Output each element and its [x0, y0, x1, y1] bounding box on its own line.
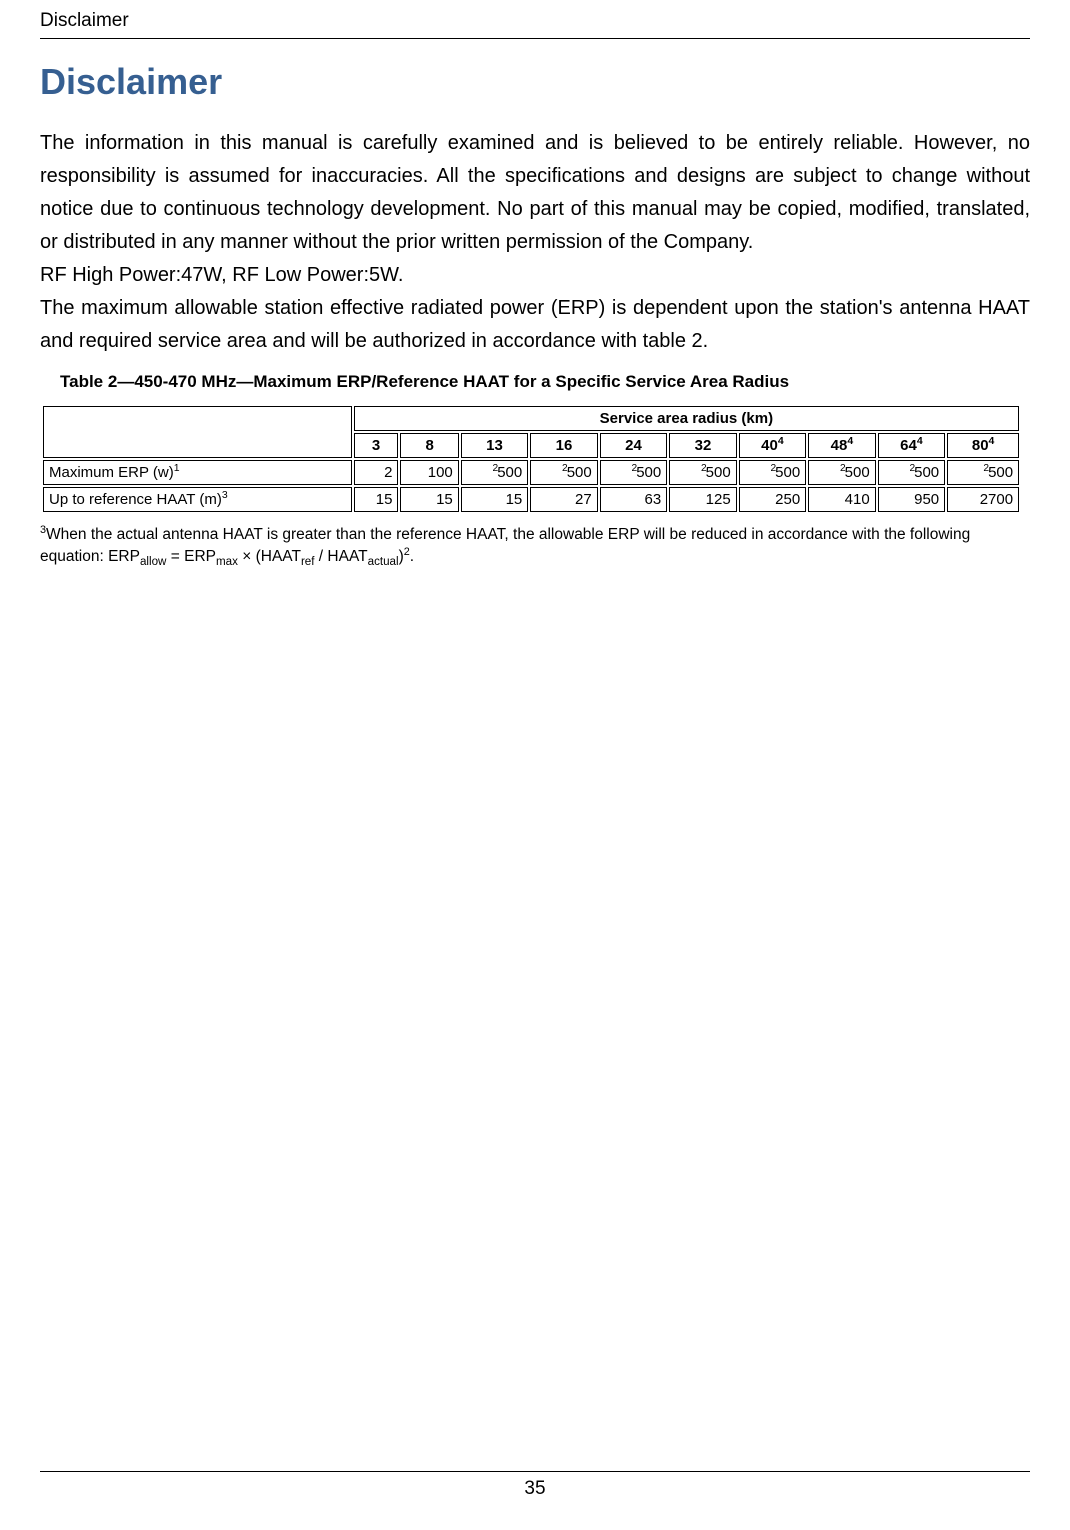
table-cell: 2 — [354, 460, 399, 485]
table-cell: 15 — [354, 487, 399, 512]
table-cell: 250 — [739, 487, 806, 512]
table-cell: 100 — [400, 460, 458, 485]
table-cell: 15 — [461, 487, 528, 512]
table-cell: 27 — [530, 487, 597, 512]
col-header: 32 — [669, 433, 736, 458]
table-cell: 125 — [669, 487, 736, 512]
col-header: 16 — [530, 433, 597, 458]
col-header: 8 — [400, 433, 458, 458]
paragraph-2: RF High Power:47W, RF Low Power:5W. — [40, 259, 1030, 292]
table-cell: 2500 — [947, 460, 1019, 485]
table-cell: 2500 — [669, 460, 736, 485]
table-cell: 2500 — [461, 460, 528, 485]
col-header: 24 — [600, 433, 667, 458]
body-text: The information in this manual is carefu… — [40, 127, 1030, 358]
table-cell: 950 — [878, 487, 945, 512]
table-cell: 2500 — [878, 460, 945, 485]
table-header-row-1: Service area radius (km) — [43, 406, 1019, 431]
col-header: 404 — [739, 433, 806, 458]
table-footnote: 3When the actual antenna HAAT is greater… — [40, 524, 1030, 568]
paragraph-3: The maximum allowable station effective … — [40, 292, 1030, 358]
header-rule — [40, 38, 1030, 39]
table-cell: 2500 — [530, 460, 597, 485]
page-title: Disclaimer — [40, 61, 1030, 103]
page-footer: 35 — [40, 1471, 1030, 1500]
table-caption: Table 2—450-470 MHz—Maximum ERP/Referenc… — [60, 372, 1030, 392]
table-cell: 2500 — [600, 460, 667, 485]
col-header: 13 — [461, 433, 528, 458]
table-row: Maximum ERP (w)1 2 100 2500 2500 2500 25… — [43, 460, 1019, 485]
table-corner-cell — [43, 406, 352, 458]
table-cell: 63 — [600, 487, 667, 512]
paragraph-1: The information in this manual is carefu… — [40, 127, 1030, 259]
table-cell: 2500 — [808, 460, 875, 485]
header-title: Disclaimer — [40, 10, 1030, 38]
col-header: 644 — [878, 433, 945, 458]
page-number: 35 — [40, 1478, 1030, 1500]
erp-table: Service area radius (km) 3 8 13 16 24 32… — [41, 404, 1021, 514]
row-label: Maximum ERP (w)1 — [43, 460, 352, 485]
col-header: 484 — [808, 433, 875, 458]
table-cell: 2700 — [947, 487, 1019, 512]
table-cell: 15 — [400, 487, 458, 512]
table-spanning-header: Service area radius (km) — [354, 406, 1019, 431]
table-cell: 2500 — [739, 460, 806, 485]
col-header: 804 — [947, 433, 1019, 458]
col-header: 3 — [354, 433, 399, 458]
table-cell: 410 — [808, 487, 875, 512]
table-row: Up to reference HAAT (m)3 15 15 15 27 63… — [43, 487, 1019, 512]
footer-rule — [40, 1471, 1030, 1472]
row-label: Up to reference HAAT (m)3 — [43, 487, 352, 512]
